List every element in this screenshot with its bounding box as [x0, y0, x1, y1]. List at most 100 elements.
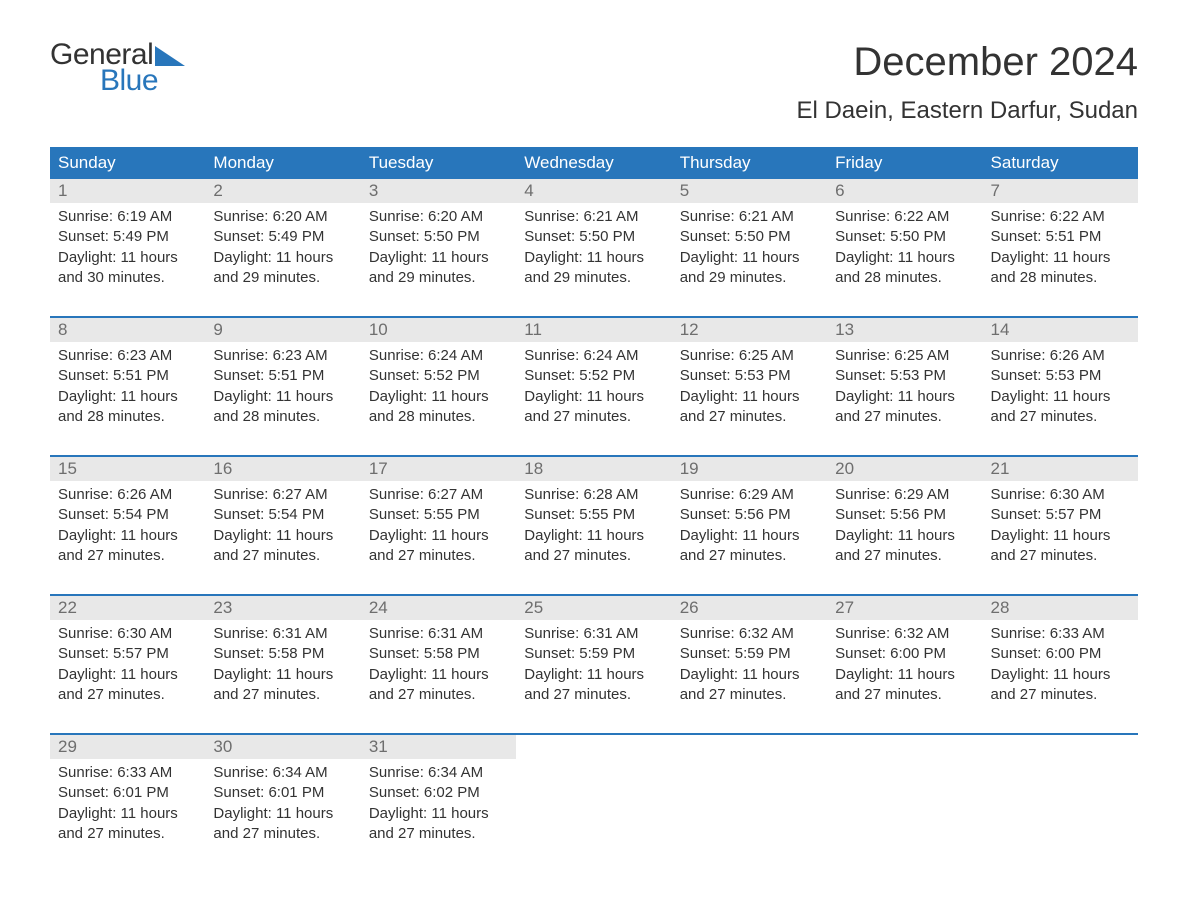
- day-header: Friday: [827, 147, 982, 179]
- sunset-text: Sunset: 6:00 PM: [835, 644, 974, 664]
- calendar-cell: 3Sunrise: 6:20 AMSunset: 5:50 PMDaylight…: [361, 179, 516, 298]
- cell-body: Sunrise: 6:33 AMSunset: 6:01 PMDaylight:…: [50, 759, 205, 854]
- cell-body: Sunrise: 6:34 AMSunset: 6:01 PMDaylight:…: [205, 759, 360, 854]
- cell-body: Sunrise: 6:29 AMSunset: 5:56 PMDaylight:…: [672, 481, 827, 576]
- calendar-cell: 8Sunrise: 6:23 AMSunset: 5:51 PMDaylight…: [50, 318, 205, 437]
- dl1-text: Daylight: 11 hours: [213, 248, 352, 268]
- cell-body: Sunrise: 6:30 AMSunset: 5:57 PMDaylight:…: [983, 481, 1138, 576]
- sunrise-text: Sunrise: 6:25 AM: [835, 346, 974, 366]
- calendar-cell: 1Sunrise: 6:19 AMSunset: 5:49 PMDaylight…: [50, 179, 205, 298]
- sunset-text: Sunset: 5:54 PM: [213, 505, 352, 525]
- sunrise-text: Sunrise: 6:22 AM: [991, 207, 1130, 227]
- sunset-text: Sunset: 6:00 PM: [991, 644, 1130, 664]
- sunrise-text: Sunrise: 6:27 AM: [369, 485, 508, 505]
- cell-body: Sunrise: 6:30 AMSunset: 5:57 PMDaylight:…: [50, 620, 205, 715]
- dl2-text: and 29 minutes.: [213, 268, 352, 288]
- dl1-text: Daylight: 11 hours: [369, 387, 508, 407]
- dl2-text: and 29 minutes.: [369, 268, 508, 288]
- day-header-row: Sunday Monday Tuesday Wednesday Thursday…: [50, 147, 1138, 179]
- day-number: 23: [205, 596, 360, 620]
- dl2-text: and 27 minutes.: [680, 546, 819, 566]
- dl1-text: Daylight: 11 hours: [524, 665, 663, 685]
- week-row: 1Sunrise: 6:19 AMSunset: 5:49 PMDaylight…: [50, 179, 1138, 298]
- sunset-text: Sunset: 5:50 PM: [835, 227, 974, 247]
- dl1-text: Daylight: 11 hours: [524, 387, 663, 407]
- calendar-cell: [516, 735, 671, 854]
- day-number: 13: [827, 318, 982, 342]
- calendar-cell: 26Sunrise: 6:32 AMSunset: 5:59 PMDayligh…: [672, 596, 827, 715]
- calendar-cell: 18Sunrise: 6:28 AMSunset: 5:55 PMDayligh…: [516, 457, 671, 576]
- dl1-text: Daylight: 11 hours: [369, 248, 508, 268]
- sunset-text: Sunset: 5:57 PM: [58, 644, 197, 664]
- sunrise-text: Sunrise: 6:24 AM: [369, 346, 508, 366]
- cell-body: Sunrise: 6:32 AMSunset: 6:00 PMDaylight:…: [827, 620, 982, 715]
- calendar-cell: 5Sunrise: 6:21 AMSunset: 5:50 PMDaylight…: [672, 179, 827, 298]
- sunrise-text: Sunrise: 6:28 AM: [524, 485, 663, 505]
- calendar-cell: 17Sunrise: 6:27 AMSunset: 5:55 PMDayligh…: [361, 457, 516, 576]
- dl1-text: Daylight: 11 hours: [213, 526, 352, 546]
- calendar-cell: [983, 735, 1138, 854]
- sunset-text: Sunset: 5:53 PM: [835, 366, 974, 386]
- sunrise-text: Sunrise: 6:23 AM: [58, 346, 197, 366]
- day-header: Tuesday: [361, 147, 516, 179]
- day-number: 29: [50, 735, 205, 759]
- sunrise-text: Sunrise: 6:23 AM: [213, 346, 352, 366]
- week-row: 15Sunrise: 6:26 AMSunset: 5:54 PMDayligh…: [50, 455, 1138, 576]
- dl1-text: Daylight: 11 hours: [58, 526, 197, 546]
- day-number: 18: [516, 457, 671, 481]
- calendar-cell: 22Sunrise: 6:30 AMSunset: 5:57 PMDayligh…: [50, 596, 205, 715]
- calendar-cell: [827, 735, 982, 854]
- dl2-text: and 27 minutes.: [835, 685, 974, 705]
- day-number: 12: [672, 318, 827, 342]
- dl2-text: and 27 minutes.: [835, 546, 974, 566]
- dl2-text: and 28 minutes.: [58, 407, 197, 427]
- header: General Blue December 2024 El Daein, Eas…: [50, 40, 1138, 139]
- calendar-cell: 21Sunrise: 6:30 AMSunset: 5:57 PMDayligh…: [983, 457, 1138, 576]
- calendar-cell: 20Sunrise: 6:29 AMSunset: 5:56 PMDayligh…: [827, 457, 982, 576]
- dl2-text: and 28 minutes.: [835, 268, 974, 288]
- cell-body: Sunrise: 6:22 AMSunset: 5:50 PMDaylight:…: [827, 203, 982, 298]
- day-number: 14: [983, 318, 1138, 342]
- cell-body: Sunrise: 6:19 AMSunset: 5:49 PMDaylight:…: [50, 203, 205, 298]
- dl1-text: Daylight: 11 hours: [369, 526, 508, 546]
- day-number: 27: [827, 596, 982, 620]
- dl2-text: and 27 minutes.: [213, 824, 352, 844]
- cell-body: Sunrise: 6:27 AMSunset: 5:55 PMDaylight:…: [361, 481, 516, 576]
- day-header: Wednesday: [516, 147, 671, 179]
- dl2-text: and 27 minutes.: [991, 546, 1130, 566]
- calendar-cell: 16Sunrise: 6:27 AMSunset: 5:54 PMDayligh…: [205, 457, 360, 576]
- day-number: 25: [516, 596, 671, 620]
- calendar-cell: 6Sunrise: 6:22 AMSunset: 5:50 PMDaylight…: [827, 179, 982, 298]
- calendar-cell: 15Sunrise: 6:26 AMSunset: 5:54 PMDayligh…: [50, 457, 205, 576]
- sunset-text: Sunset: 5:58 PM: [369, 644, 508, 664]
- dl1-text: Daylight: 11 hours: [213, 387, 352, 407]
- sunset-text: Sunset: 5:49 PM: [213, 227, 352, 247]
- sunrise-text: Sunrise: 6:31 AM: [524, 624, 663, 644]
- cell-body: Sunrise: 6:24 AMSunset: 5:52 PMDaylight:…: [361, 342, 516, 437]
- sunset-text: Sunset: 5:53 PM: [680, 366, 819, 386]
- sunrise-text: Sunrise: 6:30 AM: [991, 485, 1130, 505]
- dl2-text: and 27 minutes.: [369, 824, 508, 844]
- day-number: 21: [983, 457, 1138, 481]
- day-number: 20: [827, 457, 982, 481]
- sunset-text: Sunset: 5:52 PM: [524, 366, 663, 386]
- sunrise-text: Sunrise: 6:26 AM: [991, 346, 1130, 366]
- day-number: 28: [983, 596, 1138, 620]
- calendar-cell: 27Sunrise: 6:32 AMSunset: 6:00 PMDayligh…: [827, 596, 982, 715]
- dl2-text: and 28 minutes.: [991, 268, 1130, 288]
- dl1-text: Daylight: 11 hours: [991, 387, 1130, 407]
- calendar-cell: 12Sunrise: 6:25 AMSunset: 5:53 PMDayligh…: [672, 318, 827, 437]
- week-row: 29Sunrise: 6:33 AMSunset: 6:01 PMDayligh…: [50, 733, 1138, 854]
- cell-body: Sunrise: 6:34 AMSunset: 6:02 PMDaylight:…: [361, 759, 516, 854]
- sunrise-text: Sunrise: 6:32 AM: [835, 624, 974, 644]
- cell-body: Sunrise: 6:33 AMSunset: 6:00 PMDaylight:…: [983, 620, 1138, 715]
- sunrise-text: Sunrise: 6:29 AM: [680, 485, 819, 505]
- week-row: 8Sunrise: 6:23 AMSunset: 5:51 PMDaylight…: [50, 316, 1138, 437]
- sunset-text: Sunset: 5:51 PM: [213, 366, 352, 386]
- sunrise-text: Sunrise: 6:31 AM: [369, 624, 508, 644]
- dl2-text: and 27 minutes.: [991, 685, 1130, 705]
- sunrise-text: Sunrise: 6:21 AM: [524, 207, 663, 227]
- calendar-cell: 29Sunrise: 6:33 AMSunset: 6:01 PMDayligh…: [50, 735, 205, 854]
- dl2-text: and 29 minutes.: [680, 268, 819, 288]
- sunrise-text: Sunrise: 6:31 AM: [213, 624, 352, 644]
